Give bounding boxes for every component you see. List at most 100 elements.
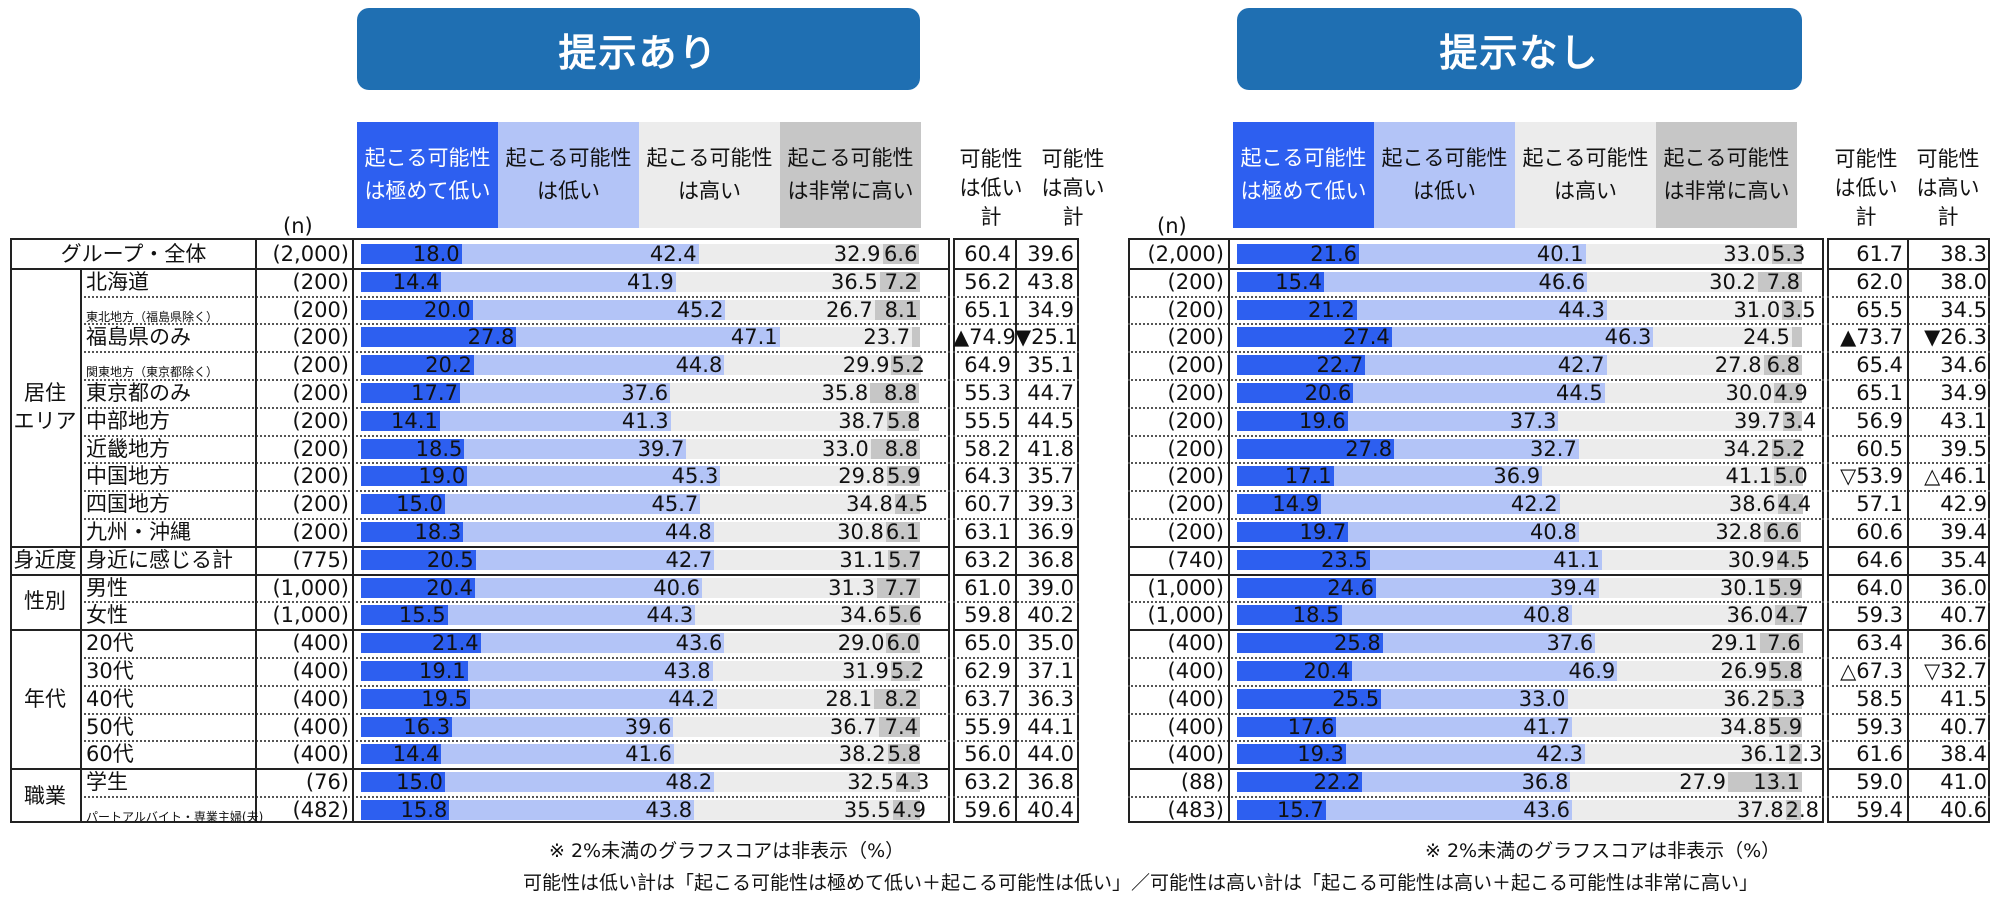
bar-left-s2	[461, 244, 699, 264]
bar-left-s4	[892, 800, 920, 820]
bar-label-left-s1: 14.4	[392, 742, 440, 767]
bar-left-s3	[695, 605, 889, 626]
bar-right-s2	[1365, 355, 1607, 376]
sum-low-right: 65.5	[1856, 297, 1903, 322]
category-line1: 職業	[24, 784, 66, 808]
row-divider	[80, 379, 950, 381]
bar-label-left-s2: 43.6	[675, 631, 723, 656]
bar-label-right-s3: 24.5	[1743, 325, 1790, 350]
bar-label-left-s4: 8.2	[884, 686, 918, 711]
n-right: (200)	[1167, 381, 1224, 405]
bar-left-s4	[912, 327, 920, 348]
sum-low-right: ▲73.7	[1840, 325, 1903, 350]
bar-label-right-s1: 18.5	[1292, 603, 1340, 628]
n-right: (740)	[1167, 547, 1224, 572]
bar-label-right-s4: 5.9	[1768, 714, 1803, 739]
n-left: (400)	[292, 686, 349, 711]
bar-label-right-s4: 5.3	[1772, 242, 1806, 266]
bar-left-s2	[467, 661, 713, 681]
bar-right-s2	[1352, 661, 1618, 681]
bar-label-right-s3: 36.2	[1723, 686, 1771, 711]
bar-right-s2	[1362, 772, 1571, 793]
bar-left-s2	[470, 688, 718, 709]
bar-label-left-s2: 37.6	[621, 381, 669, 405]
bar-label-left-s1: 14.4	[392, 269, 440, 294]
sum-low-right: 62.0	[1856, 269, 1903, 294]
sum-low-left: 55.5	[964, 408, 1011, 433]
bar-label-right-s4: 4.4	[1777, 492, 1812, 517]
bar-left-s1	[361, 605, 448, 626]
sum-low-right: 65.1	[1856, 381, 1903, 405]
sum-high-right: 38.3	[1940, 242, 1987, 266]
sum-high-right: 36.0	[1940, 575, 1987, 600]
sum-high-left: 36.3	[1027, 686, 1074, 711]
bar-label-left-s4: 7.2	[884, 269, 918, 294]
row-divider	[80, 657, 950, 659]
bar-right-s1	[1237, 605, 1342, 626]
sum-high-left: 39.3	[1027, 492, 1074, 517]
sum-high-right: ▼26.3	[1924, 325, 1987, 350]
bar-label-right-s3: 38.6	[1728, 492, 1776, 517]
bar-left-s3	[673, 716, 879, 737]
bar-right-s2	[1325, 800, 1573, 820]
bar-label-left-s3: 29.8	[838, 464, 885, 489]
n-right: (200)	[1167, 520, 1224, 544]
row-label: 60代	[86, 742, 134, 767]
sum-low-right: ▽53.9	[1840, 464, 1903, 489]
bar-left-s2	[516, 327, 780, 348]
n-left: (482)	[292, 798, 349, 822]
bar-label-left-s4: 5.9	[887, 464, 921, 489]
bar-label-right-s3: 30.9	[1727, 547, 1775, 572]
bar-label-left-s4: 6.6	[884, 242, 918, 266]
n-left: (200)	[292, 269, 349, 294]
bar-label-right-s1: 15.4	[1275, 269, 1322, 294]
bar-left-s2	[444, 494, 701, 515]
bar-left-s2	[441, 744, 675, 765]
bar-label-right-s4: 3.5	[1782, 297, 1816, 322]
row-divider	[80, 462, 950, 465]
bar-right-s2	[1356, 299, 1608, 320]
bar-label-right-s2: 41.7	[1523, 714, 1571, 739]
bar-label-right-s3: 41.1	[1725, 464, 1773, 489]
n-right: (200)	[1167, 269, 1224, 294]
category-性別: 性別	[10, 587, 80, 615]
bar-label-left-s3: 35.5	[843, 798, 891, 822]
bar-label-right-s3: 31.0	[1733, 297, 1781, 322]
bar-left-s1	[361, 383, 460, 403]
n-right: (400)	[1167, 714, 1224, 739]
bar-label-left-s1: 19.5	[421, 686, 468, 711]
sum-header-line2: は低い	[959, 176, 1023, 200]
bar-label-left-s2: 45.3	[671, 464, 719, 489]
bar-left-s2	[452, 716, 674, 737]
legend-left-1: 起こる可能性 は極めて低い	[357, 122, 498, 228]
n-right: (200)	[1167, 464, 1224, 489]
category-居住: 居住 エリア	[10, 379, 80, 435]
sum-low-right: △67.3	[1840, 659, 1903, 683]
bar-left-s3	[712, 661, 891, 681]
bar-label-right-s1: 17.1	[1284, 464, 1332, 489]
bar-left-s3	[725, 299, 875, 320]
sum-header-line1: 可能性	[959, 147, 1023, 171]
bar-right-s3	[1607, 299, 1783, 320]
sum-low-right: 61.7	[1856, 242, 1903, 266]
bar-right-s4	[1772, 688, 1802, 709]
n-right: (483)	[1167, 798, 1224, 822]
row-divider	[1128, 406, 1824, 409]
bar-left-s3	[670, 383, 871, 403]
bar-right-s2	[1324, 271, 1588, 292]
n-right: (200)	[1167, 408, 1224, 433]
bar-right-s3	[1598, 577, 1769, 598]
row-label: 近畿地方	[86, 436, 170, 461]
n-left: (200)	[292, 325, 349, 350]
category-line1: 居住	[24, 380, 66, 405]
bar-label-left-s1: 20.4	[426, 575, 474, 600]
sum-low-left: 65.1	[964, 297, 1011, 322]
bar-left-s1	[361, 327, 517, 348]
row-divider	[80, 684, 950, 687]
sum-high-right: 38.0	[1940, 269, 1987, 294]
bar-label-right-s3: 34.2	[1723, 436, 1771, 461]
row-label: 九州・沖縄	[86, 520, 191, 544]
row-divider	[1128, 267, 1824, 270]
col-divider	[1907, 238, 1909, 823]
bar-label-left-s3: 33.0	[822, 436, 869, 461]
